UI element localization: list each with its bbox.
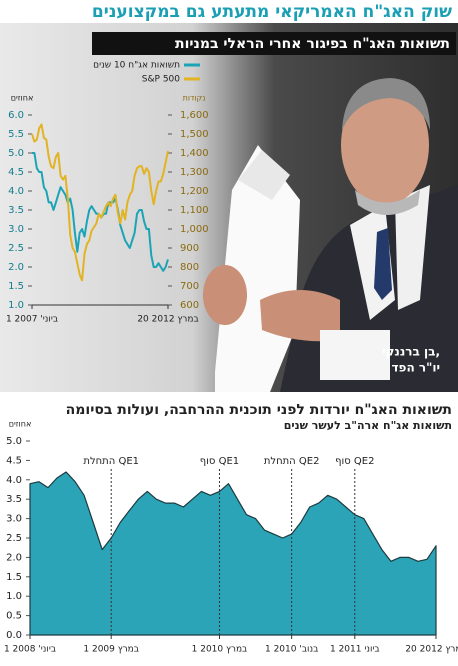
annotation: סוף QE2 [335, 456, 374, 467]
x-tick-label: 1 בנוב' 2010 [265, 645, 318, 655]
y2-tick-label: 700 [180, 281, 199, 292]
y2-tick-label: 800 [180, 262, 199, 273]
x-tick-label: 20 במרץ 2012 [137, 315, 198, 325]
y-tick-label: 1.0 [6, 591, 22, 602]
y-tick-label: 3.5 [6, 494, 22, 505]
chart-title: תשואות האג"ח יורדות לפני תוכנית ההרחבה, … [66, 402, 452, 418]
headline: שוק האג"ח האמריקאי מתעתע גם במקצוענים [92, 2, 452, 22]
annotation: התחלת QE2 [264, 456, 320, 467]
y2-tick-label: 1,600 [180, 110, 209, 121]
y-tick-label: 2.0 [6, 552, 22, 563]
y-tick-label: 2.0 [8, 262, 24, 273]
y2-tick-label: 1,300 [180, 167, 209, 178]
photo-caption: בן ברננקי, יו"ר הפד [382, 345, 440, 375]
y-tick-label: 4.5 [6, 455, 22, 466]
y-tick-label: 3.5 [8, 205, 24, 216]
y2-axis-title: נקודות [183, 94, 206, 103]
y2-tick-label: 1,200 [180, 186, 209, 197]
y2-tick-label: 1,100 [180, 205, 209, 216]
y-tick-label: 5.0 [6, 436, 22, 447]
y-tick-label: 4.0 [8, 186, 24, 197]
y-tick-label: 2.5 [6, 533, 22, 544]
y2-tick-label: 1,000 [180, 224, 209, 235]
y-tick-label: 0.0 [6, 630, 22, 641]
y2-tick-label: 1,400 [180, 148, 209, 159]
y-tick-label: 3.0 [8, 224, 24, 235]
caption-line: יו"ר הפד [392, 361, 441, 375]
y-tick-label: 1.5 [6, 572, 22, 583]
y-tick-label: 1.5 [8, 281, 24, 292]
area [29, 471, 437, 636]
x-tick-label: 1 ביוני' 2007 [6, 315, 58, 325]
y-tick-label: 6.0 [8, 110, 24, 121]
photo [0, 23, 458, 392]
y-tick-label: 2.5 [8, 243, 24, 254]
y2-tick-label: 1,500 [180, 129, 209, 140]
x-tick-label: 20 במרץ 2012 [405, 645, 458, 655]
x-tick-label: 1 ביוני' 2008 [4, 645, 56, 655]
legend-label: תשואות אג"ח 10 שנים [93, 61, 180, 71]
chart-stock-vs-bonds: תשואות האג"ח בפיגור אחרי הראלי במניות אחו… [6, 36, 450, 325]
chart-title: תשואות האג"ח בפיגור אחרי הראלי במניות [175, 36, 450, 52]
y-axis-title: אחוזים [9, 420, 32, 429]
y-tick-label: 4.5 [8, 167, 24, 178]
annotation: סוף QE1 [200, 456, 239, 467]
y-tick-label: 5.0 [8, 148, 24, 159]
annotation: התחלת QE1 [83, 456, 139, 467]
y2-tick-label: 600 [180, 300, 199, 311]
y-axis-title: אחוזים [11, 94, 34, 103]
caption-line: בן ברננקי, [382, 345, 440, 359]
x-tick-label: 1 במרץ 2009 [83, 645, 139, 655]
chart-yields: תשואות האג"ח יורדות לפני תוכנית ההרחבה, … [4, 402, 458, 655]
y-tick-label: 1.0 [8, 300, 24, 311]
y-tick-label: 3.0 [6, 514, 22, 525]
y2-tick-label: 900 [180, 243, 199, 254]
y-tick-label: 4.0 [6, 475, 22, 486]
y-tick-label: 0.5 [6, 611, 22, 622]
series-line [31, 123, 169, 282]
legend-label: S&P 500 [142, 75, 180, 85]
x-tick-label: 1 ביוני 2011 [330, 645, 380, 655]
chart-subtitle: תשואות אג"ח ארה"ב לעשר שנים [284, 419, 452, 432]
y-tick-label: 5.5 [8, 129, 24, 140]
x-tick-label: 1 במרץ 2010 [192, 645, 248, 655]
